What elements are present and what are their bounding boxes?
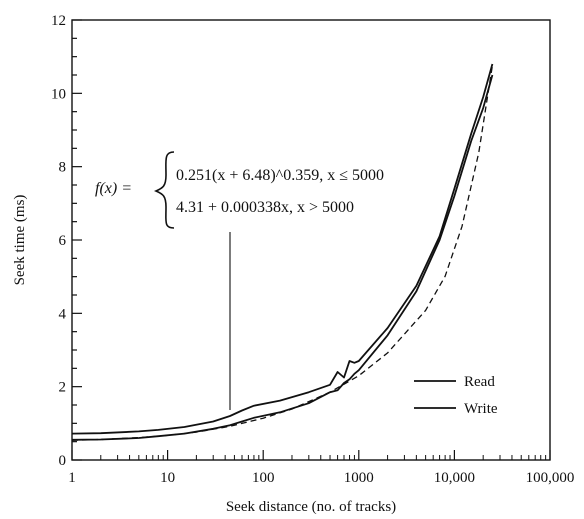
y-axis-ticks: 0 2 4 6 8 10 12 xyxy=(51,13,82,469)
x-tick-label: 10 xyxy=(160,470,175,486)
series-line-write xyxy=(71,74,494,441)
plot-frame xyxy=(71,19,551,461)
formula-annotation: f(x) = 0.251(x + 6.48)^0.359, x ≤ 5000 4… xyxy=(95,151,384,410)
y-tick-label: 8 xyxy=(59,160,67,176)
y-tick-label: 0 xyxy=(59,453,67,469)
y-tick-label: 2 xyxy=(59,380,67,396)
series-line-f-x xyxy=(71,65,494,441)
x-axis-ticks: 1 10 100 1000 10,000 100,000 xyxy=(68,450,574,486)
x-tick-label: 1000 xyxy=(344,470,374,486)
x-axis-label: Seek distance (no. of tracks) xyxy=(226,499,396,515)
x-tick-label: 10,000 xyxy=(434,470,475,486)
legend-label-write: Write xyxy=(464,401,498,417)
y-axis-label: Seek time (ms) xyxy=(12,195,28,286)
x-tick-label: 100,000 xyxy=(526,470,575,486)
series-layer xyxy=(71,63,494,441)
y-tick-label: 6 xyxy=(59,233,67,249)
y-tick-label: 10 xyxy=(51,86,66,102)
y-tick-label: 4 xyxy=(59,306,67,322)
formula-case-2: 4.31 + 0.000338x, x > 5000 xyxy=(176,199,354,216)
legend: Read Write xyxy=(414,374,498,417)
legend-label-read: Read xyxy=(464,374,495,390)
formula-brace xyxy=(153,151,175,229)
series-line-read xyxy=(71,63,494,435)
formula-case-1: 0.251(x + 6.48)^0.359, x ≤ 5000 xyxy=(176,167,384,184)
formula-lhs: f(x) = xyxy=(95,180,132,197)
y-tick-label: 12 xyxy=(51,13,66,29)
x-tick-label: 100 xyxy=(252,470,275,486)
x-tick-label: 1 xyxy=(68,470,76,486)
